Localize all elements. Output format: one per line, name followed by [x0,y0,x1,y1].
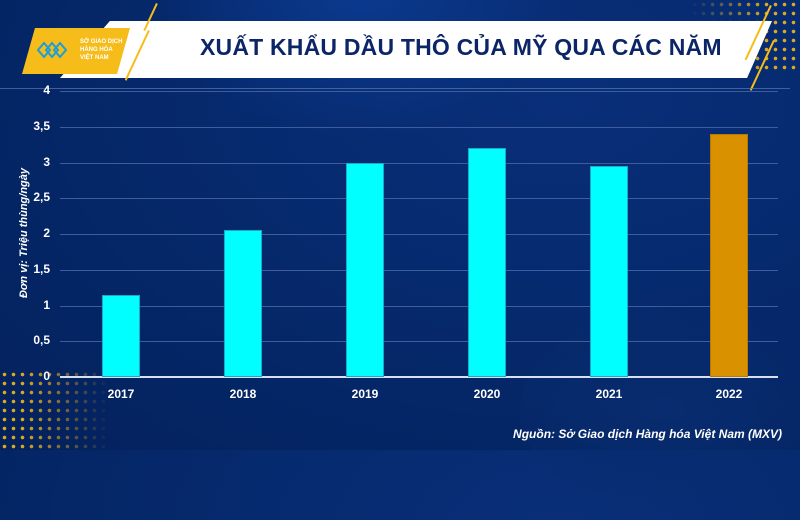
decorative-dots [0,370,110,450]
y-tick-label: 1 [43,297,50,312]
y-tick-label: 0 [43,369,50,383]
title-banner [60,21,772,78]
bar-2018 [224,230,262,377]
bar-2017 [102,294,140,377]
x-tick-label: 2021 [595,387,623,401]
gridline [60,198,778,199]
bar-2019 [346,162,384,377]
bar-2022 [710,133,748,377]
x-tick-label: 2018 [229,387,257,401]
y-tick-label: 4 [43,83,50,97]
background-swoosh [520,300,800,520]
gridline [60,127,778,128]
chart-title: XUẤT KHẨU DẦU THÔ CỦA MỸ QUA CÁC NĂM [200,34,722,60]
y-tick-label: 2 [43,226,50,240]
y-tick-label: 1,5 [33,261,50,276]
x-tick-label: 2017 [107,387,135,401]
y-tick-label: 0,5 [33,333,50,348]
y-tick-label: 3 [43,154,50,169]
source-note: Nguồn: Sở Giao dịch Hàng hóa Việt Nam (M… [513,427,782,441]
gridline [60,341,778,342]
x-axis-line [60,376,778,378]
gridline [60,306,778,307]
gridline [60,163,778,164]
gridline [60,270,778,271]
header-divider [0,88,790,89]
gridline [60,234,778,235]
logo-text: SỞ GIAO DỊCH HÀNG HÓA VIỆT NAM [80,39,123,61]
x-tick-label: 2020 [473,387,501,401]
bar-2020 [468,148,506,377]
gridline [60,91,778,92]
bar-2021 [590,166,628,377]
y-tick-label: 3,5 [33,118,50,133]
x-tick-label: 2019 [351,387,379,401]
x-tick-label: 2022 [715,387,743,401]
y-tick-label: 2,5 [33,190,50,205]
mxv-logo-icon [36,41,68,59]
